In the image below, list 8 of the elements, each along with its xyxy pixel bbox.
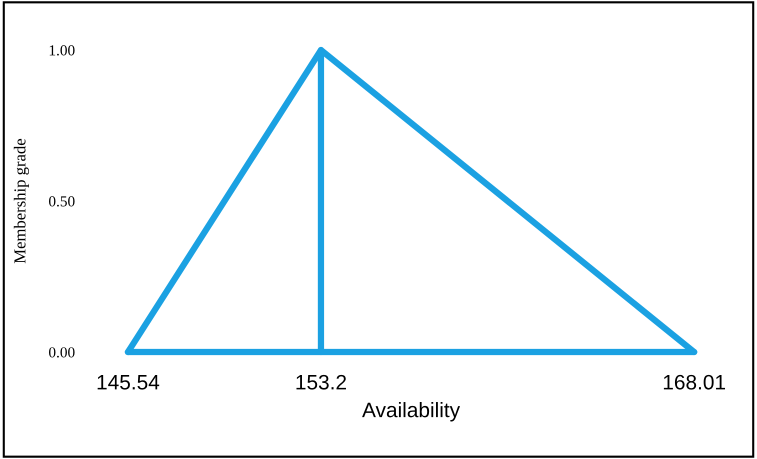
x-tick-label: 145.54 [98, 375, 160, 390]
y-tick-label: 0.50 [49, 196, 75, 207]
x-axis-title: Availability [362, 402, 460, 422]
y-tick-label: 0.00 [49, 347, 75, 358]
y-axis-title: Membership grade [14, 138, 29, 264]
x-tick-label: 153.2 [296, 374, 346, 390]
x-tick-label: 168.01 [664, 374, 726, 390]
y-tick-label: 1.00 [50, 45, 75, 56]
